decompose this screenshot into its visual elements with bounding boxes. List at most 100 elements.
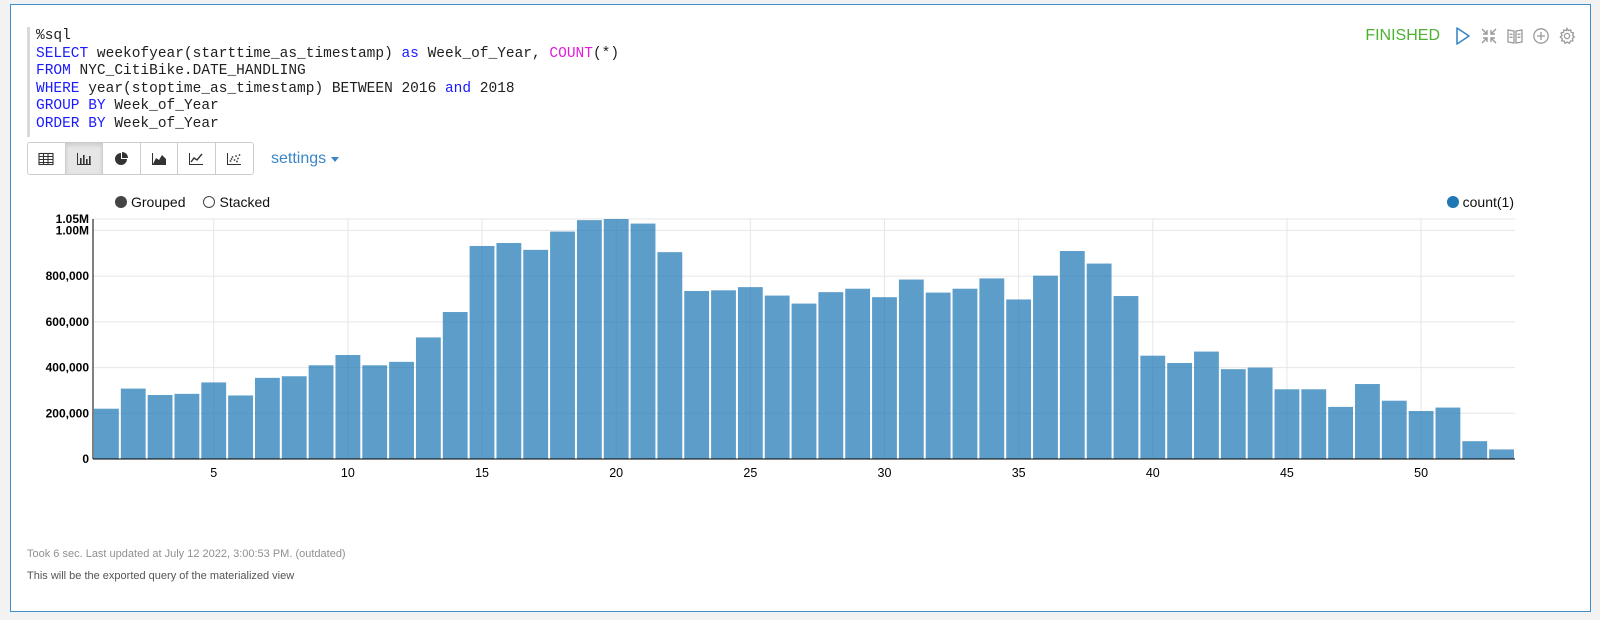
radio-empty-icon: [203, 196, 216, 208]
bar: [764, 295, 790, 459]
stacked-label: Stacked: [219, 194, 271, 210]
bar: [254, 377, 280, 459]
caret-down-icon: [331, 156, 340, 162]
sql-code-editor[interactable]: %sql SELECT weekofyear(starttime_as_times…: [27, 27, 847, 137]
settings-dropdown[interactable]: settings: [271, 150, 340, 168]
grouped-label: Grouped: [131, 194, 186, 210]
bar: [791, 303, 817, 459]
play-icon[interactable]: [1454, 27, 1472, 45]
bar: [335, 355, 361, 459]
bar: [1328, 406, 1354, 459]
bar: [603, 219, 629, 459]
code-token: Week_of_Year,: [418, 45, 550, 62]
y-tick-label: 800,000: [46, 269, 90, 283]
bar: [1408, 411, 1434, 459]
gear-icon[interactable]: [1558, 27, 1576, 45]
bar: [1381, 400, 1407, 459]
code-token: ORDER BY: [36, 115, 106, 132]
x-tick-label: 40: [1146, 466, 1160, 480]
code-token: Week_of_Year: [105, 98, 219, 115]
bar: [1140, 355, 1166, 459]
table-view-button[interactable]: [28, 143, 66, 174]
bar: [228, 395, 253, 459]
bar: [1086, 263, 1112, 459]
code-token: (*): [592, 45, 620, 62]
code-token: GROUP BY: [36, 98, 106, 115]
run-info-text: Took 6 sec. Last updated at July 12 2022…: [27, 548, 346, 560]
x-tick-label: 15: [475, 466, 489, 480]
code-token: weekofyear(starttime_as_timestamp): [88, 45, 402, 62]
bar: [1462, 441, 1488, 459]
x-tick-label: 30: [878, 466, 892, 480]
line-chart-view-button[interactable]: [178, 143, 216, 174]
x-tick-label: 45: [1280, 466, 1294, 480]
series-legend-item[interactable]: count(1): [1446, 194, 1514, 210]
area-chart-view-button[interactable]: [140, 143, 178, 174]
code-line: ORDER BY Week_of_Year: [36, 116, 847, 134]
paragraph-note-text: This will be the exported query of the m…: [27, 570, 295, 582]
pie-chart-view-button[interactable]: [103, 143, 141, 174]
collapse-icon[interactable]: [1480, 27, 1498, 45]
bar: [845, 288, 871, 459]
bar: [550, 231, 575, 459]
bar: [147, 395, 173, 459]
status-label: FINISHED: [1365, 27, 1440, 44]
table-icon: [38, 152, 54, 165]
bar: [684, 291, 710, 459]
series-swatch: [1446, 196, 1459, 208]
bar: [442, 312, 468, 459]
code-token: NYC_CitiBike.DATE_HANDLING: [70, 63, 306, 80]
x-tick-label: 5: [210, 466, 217, 480]
bar: [576, 220, 602, 459]
y-tick-label: 0: [82, 452, 89, 466]
x-tick-label: 50: [1414, 466, 1428, 480]
x-tick-label: 35: [1012, 466, 1026, 480]
code-token: %sql: [36, 28, 71, 44]
bar: [281, 376, 307, 459]
bar: [1247, 367, 1273, 459]
code-token: year(stoptime_as_timestamp) BETWEEN 2016: [79, 80, 445, 97]
bar: [1059, 251, 1085, 459]
pie-chart-icon: [115, 151, 129, 165]
code-token: as: [401, 45, 419, 62]
x-tick-label: 20: [609, 466, 623, 480]
x-tick-label: 25: [743, 466, 757, 480]
code-token: FROM: [36, 63, 71, 80]
bar: [925, 292, 951, 459]
line-chart-icon: [189, 152, 204, 165]
code-line: GROUP BY Week_of_Year: [36, 98, 847, 116]
y-tick-label: 600,000: [46, 315, 90, 329]
code-line: %sql: [36, 28, 847, 46]
y-tick-label: 200,000: [46, 406, 90, 420]
chart-mode-controls: Grouped Stacked: [115, 194, 270, 210]
scatter-chart-view-button[interactable]: [215, 143, 253, 174]
grouped-option[interactable]: Grouped: [115, 194, 185, 210]
code-token: WHERE: [36, 80, 80, 97]
bar-chart: 0 200,000 400,000 600,000 800,000 1.00M 1.05M 5…: [11, 189, 1589, 489]
bar: [308, 365, 334, 459]
bar: [711, 290, 736, 459]
bar: [872, 297, 897, 459]
add-icon[interactable]: [1532, 27, 1550, 45]
paragraph-controls: FINISHED: [1365, 27, 1576, 45]
bar: [1167, 363, 1193, 459]
bar: [174, 393, 200, 459]
bar: [1274, 389, 1300, 459]
bar: [979, 278, 1005, 459]
stacked-option[interactable]: Stacked: [203, 194, 270, 210]
settings-label: settings: [271, 150, 327, 167]
code-line: SELECT weekofyear(starttime_as_timestamp…: [36, 46, 847, 64]
y-tick-label: 400,000: [46, 361, 90, 375]
bar: [1113, 296, 1139, 459]
bar: [94, 408, 119, 459]
notebook-paragraph: %sql SELECT weekofyear(starttime_as_times…: [10, 4, 1591, 612]
code-token: and: [444, 80, 472, 97]
bar-chart-view-button[interactable]: [65, 143, 103, 174]
bar: [1435, 407, 1461, 459]
bar: [898, 279, 924, 459]
bar: [523, 249, 549, 459]
y-tick-label: 1.00M: [56, 223, 89, 237]
book-icon[interactable]: [1506, 27, 1524, 45]
area-chart-icon: [151, 152, 166, 165]
code-token: SELECT: [36, 45, 89, 62]
